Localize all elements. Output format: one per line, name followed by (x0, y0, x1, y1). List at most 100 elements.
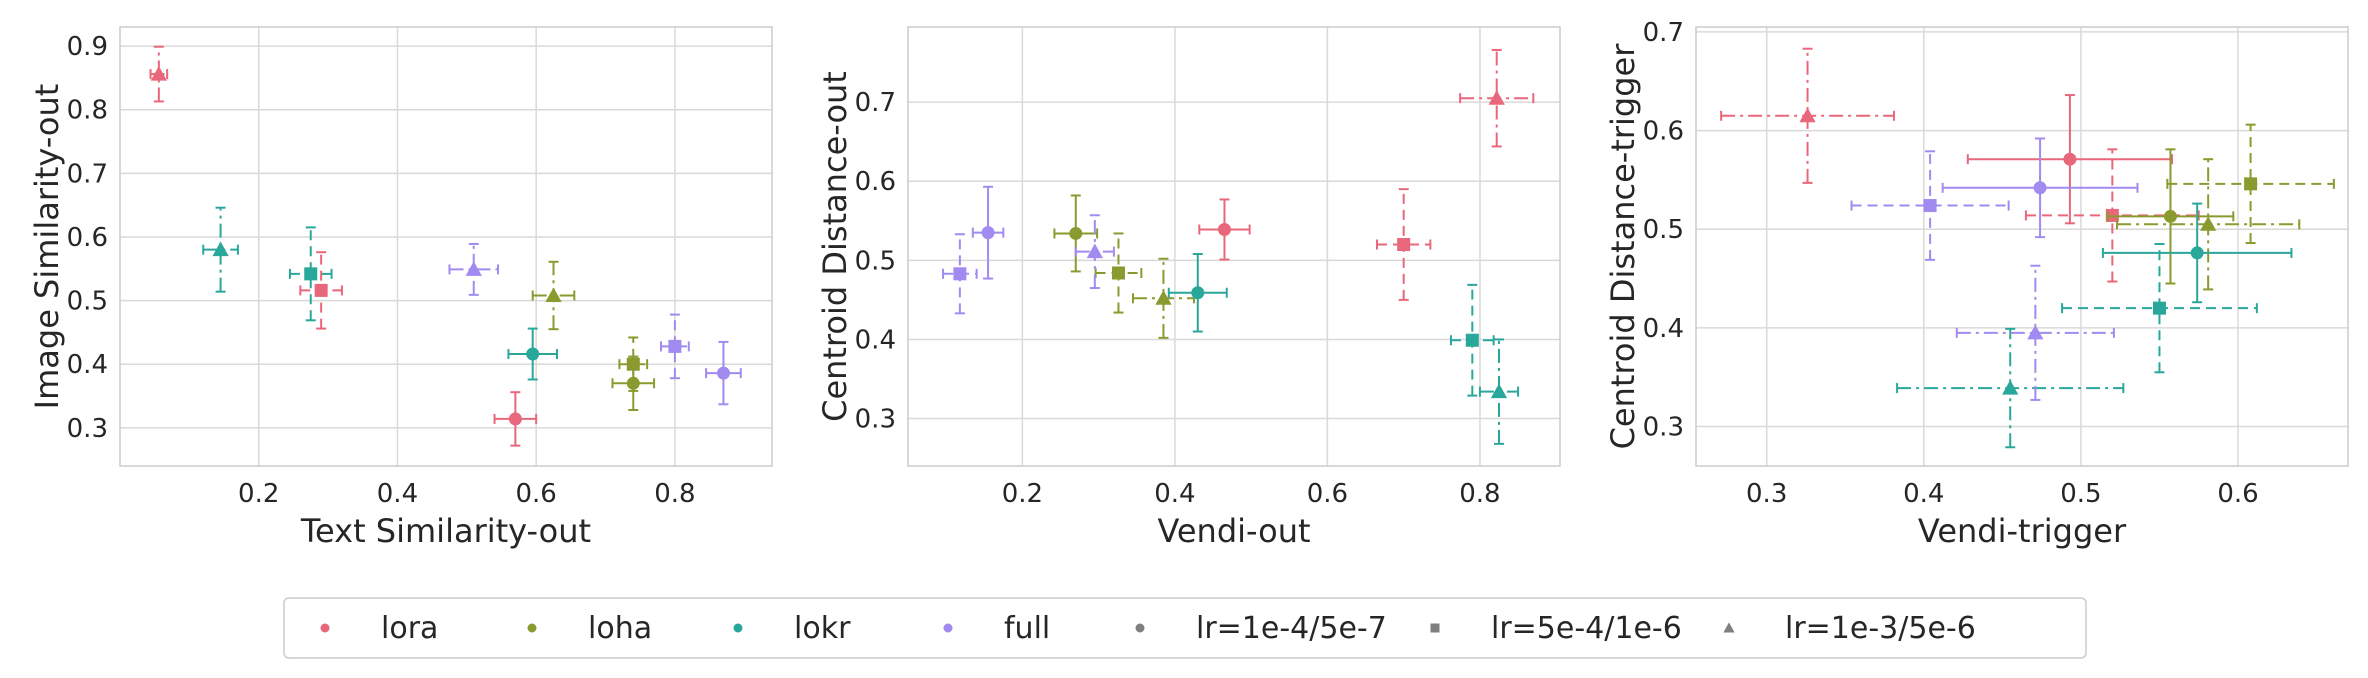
data-marker (508, 412, 522, 426)
data-marker (953, 267, 967, 281)
data-marker (2190, 246, 2204, 260)
data-marker (314, 283, 328, 297)
x-tick-label: 0.4 (1154, 479, 1195, 509)
legend-label: lokr (794, 611, 851, 646)
panel-3: 0.3 0.4 0.5 0.6 0.3 0.4 0.5 0.6 0.7 Vendi-trigger… (1604, 18, 2349, 550)
legend-label: loha (588, 611, 652, 646)
y-tick-label: 0.4 (1643, 314, 1684, 344)
point-full-circle (1941, 137, 2139, 239)
legend-label: lr=1e-3/5e-6 (1785, 611, 1976, 646)
legend-marker (1723, 622, 1735, 633)
legend-marker (733, 623, 743, 633)
x-tick-label: 0.4 (1903, 479, 1944, 509)
point-lokr-triangle (1896, 327, 2125, 449)
data-marker (1069, 226, 1083, 240)
x-tick-label: 0.2 (238, 479, 279, 509)
legend-marker (527, 623, 537, 633)
x-tick-label: 0.2 (1002, 479, 1043, 509)
x-tick-label: 0.4 (377, 479, 418, 509)
point-lokr-square (288, 226, 333, 322)
point-lora-square (299, 251, 343, 330)
point-loha-square (618, 336, 649, 392)
legend-label: lr=1e-4/5e-7 (1196, 611, 1387, 646)
point-loha-square (2166, 123, 2335, 245)
data-marker (545, 287, 562, 302)
point-lora-square (1375, 188, 1432, 301)
point-lokr-triangle (1478, 338, 1520, 445)
point-lora-triangle (149, 45, 169, 103)
point-full-circle (971, 185, 1005, 280)
point-full-square (1850, 150, 2010, 261)
data-marker (668, 339, 682, 353)
y-tick-label: 0.4 (67, 350, 108, 380)
x-tick-label: 0.5 (2060, 479, 2101, 509)
y-tick-label: 0.6 (855, 167, 896, 197)
point-full-triangle (448, 242, 500, 296)
legend-entry-lr=1e-3/5e-6: lr=1e-3/5e-6 (1723, 611, 1976, 646)
data-marker (2244, 177, 2258, 191)
legend-frame (283, 597, 2087, 659)
data-marker (1086, 243, 1103, 259)
point-lora-circle (1198, 198, 1251, 261)
point-loha-square (1094, 232, 1143, 314)
data-marker (716, 366, 730, 380)
panel-1: 0.2 0.4 0.6 0.8 0.3 0.4 0.5 0.6 0.7 0.8 0.9 Text Si… (28, 26, 773, 550)
legend-entry-lora: lora (320, 611, 438, 646)
point-lora-triangle (1720, 47, 1895, 184)
point-lokr-square (1449, 283, 1495, 397)
y-axis-label: Image Similarity-out (28, 84, 66, 410)
data-marker (2027, 324, 2044, 340)
y-tick-label: 0.5 (1643, 215, 1684, 245)
data-marker (1155, 290, 1172, 305)
legend-label: lora (381, 611, 438, 646)
y-tick-label: 0.8 (67, 96, 108, 126)
y-tick-label: 0.7 (855, 88, 896, 118)
data-marker (1191, 286, 1205, 300)
x-tick-label: 0.8 (654, 479, 695, 509)
y-tick-label: 0.3 (855, 405, 896, 435)
data-marker (1465, 333, 1479, 347)
y-axis-label: Centroid Distance-out (816, 71, 854, 422)
x-tick-label: 0.6 (2217, 479, 2258, 509)
y-tick-label: 0.4 (855, 325, 896, 355)
data-marker (304, 267, 318, 281)
point-lora-triangle (1459, 48, 1535, 148)
x-axis-label: Text Similarity-out (300, 512, 591, 550)
x-axis-label: Vendi-out (1157, 512, 1310, 550)
point-lokr-circle (507, 327, 558, 381)
y-tick-label: 0.6 (67, 223, 108, 253)
x-axis-label: Vendi-trigger (1918, 512, 2127, 550)
data-marker (1490, 383, 1508, 399)
plot-frame (119, 26, 773, 467)
point-full-triangle (1955, 264, 2115, 401)
legend-entry-lr=5e-4/1e-6: lr=5e-4/1e-6 (1430, 611, 1682, 646)
x-tick-label: 0.3 (1746, 479, 1787, 509)
legend-marker (1430, 623, 1440, 633)
legend-entry-lokr: lokr (733, 611, 851, 646)
x-tick-label: 0.6 (1307, 479, 1348, 509)
plots: 0.2 0.4 0.6 0.8 0.3 0.4 0.5 0.6 0.7 0.8 0.9 Text Si… (28, 18, 2349, 550)
data-marker (1397, 238, 1411, 252)
legend-entry-loha: loha (527, 611, 652, 646)
data-marker (626, 357, 640, 371)
point-lokr-circle (1167, 253, 1228, 333)
point-loha-triangle (2116, 158, 2301, 291)
point-loha-triangle (531, 260, 576, 331)
point-loha-triangle (1131, 257, 1195, 339)
data-marker (2002, 379, 2019, 395)
point-full-square (660, 313, 690, 380)
plot-frame (1695, 26, 2349, 467)
data-marker (2200, 216, 2217, 231)
plot-frame (907, 26, 1561, 467)
y-axis-label: Centroid Distance-trigger (1604, 43, 1642, 450)
data-marker (2063, 152, 2077, 166)
y-tick-label: 0.5 (855, 246, 896, 276)
data-marker (1217, 222, 1231, 236)
point-full-circle (705, 340, 742, 406)
y-tick-label: 0.7 (67, 159, 108, 189)
data-marker (465, 261, 482, 276)
data-marker (981, 226, 995, 240)
data-marker (1488, 90, 1505, 105)
x-tick-label: 0.6 (515, 479, 556, 509)
